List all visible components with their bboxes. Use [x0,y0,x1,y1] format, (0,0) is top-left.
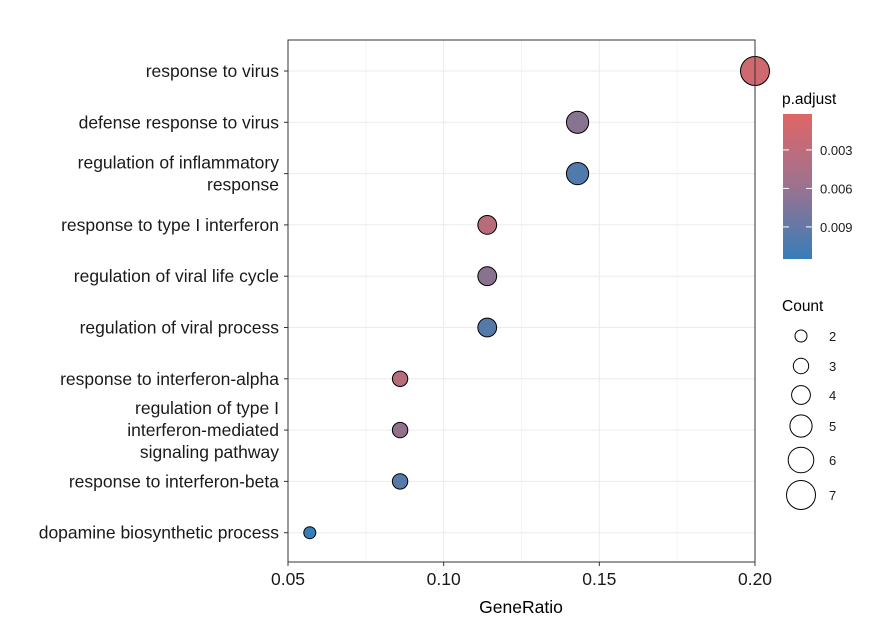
y-tick-label-line: interferon-mediated [127,420,279,440]
size-legend-label: 3 [829,359,836,374]
data-point [565,110,590,134]
size-legend-label: 7 [829,488,836,503]
x-tick-label: 0.15 [582,569,616,589]
data-point [477,215,498,235]
y-tick-label: dopamine biosynthetic process [39,523,280,543]
x-tick-label: 0.20 [738,569,772,589]
color-legend-label: 0.009 [820,220,853,235]
y-tick-label-line: signaling pathway [140,442,279,462]
data-point [391,421,409,439]
data-point [391,370,409,387]
y-tick-label: defense response to virus [79,112,280,132]
y-tick-label-line: defense response to virus [79,112,280,132]
y-tick-label: regulation of viral process [80,318,280,338]
size-legend-circle [787,446,815,474]
size-legend-title: Count [782,298,824,315]
data-point [303,526,317,540]
color-legend-label: 0.006 [820,181,853,196]
size-legend-circle [792,357,810,375]
y-tick-label-line: response [207,175,279,195]
data-point [477,266,498,287]
size-legend-label: 6 [829,453,836,468]
y-tick-label-line: regulation of viral life cycle [74,266,279,286]
y-tick-label: response to interferon-alpha [60,369,279,389]
y-tick-label: response to interferon-beta [69,471,279,491]
data-point [391,473,409,490]
size-legend-label: 5 [829,419,836,434]
size-legend-circle [789,414,813,438]
color-legend-title: p.adjust [782,91,837,108]
y-tick-label: response to type I interferon [61,215,279,235]
y-tick-label-line: regulation of inflammatory [78,153,280,173]
y-tick-label: regulation of viral life cycle [74,266,279,286]
size-legend-items: 2 3 4 5 6 7 [786,329,836,510]
y-tick-label-line: response to type I interferon [61,215,279,235]
y-tick-label: regulation of inflammatory response [78,153,280,195]
data-point [565,162,590,186]
size-legend: Count 2 3 4 5 6 7 [782,298,836,510]
y-tick-label: response to virus [146,61,280,81]
y-tick-label-line: regulation of type I [135,398,279,418]
size-legend-circle [791,385,811,405]
x-axis-title: GeneRatio [479,597,563,617]
size-legend-label: 2 [829,329,836,344]
size-legend-circle [794,329,808,343]
y-tick-label-line: regulation of viral process [80,318,280,338]
y-tick-label-line: response to virus [146,61,280,81]
y-tick-label-line: dopamine biosynthetic process [39,523,280,543]
size-legend-circle [786,480,816,510]
color-legend-label: 0.003 [820,143,853,158]
y-axis-labels: response to virus defense response to vir… [39,61,288,543]
y-tick-label-line: response to interferon-beta [69,471,279,491]
data-point [477,317,498,338]
color-legend-ticks: 0.003 0.006 0.009 [783,143,853,235]
color-legend: p.adjust 0.003 0.006 0.009 [782,91,853,259]
color-legend-bar [783,114,812,259]
x-tick-label: 0.10 [427,569,461,589]
x-axis-ticks: 0.05 0.10 0.15 0.20 [271,562,772,589]
plot-border [287,39,756,563]
y-tick-label-line: response to interferon-alpha [60,369,279,389]
x-tick-label: 0.05 [271,569,305,589]
size-legend-label: 4 [829,388,836,403]
